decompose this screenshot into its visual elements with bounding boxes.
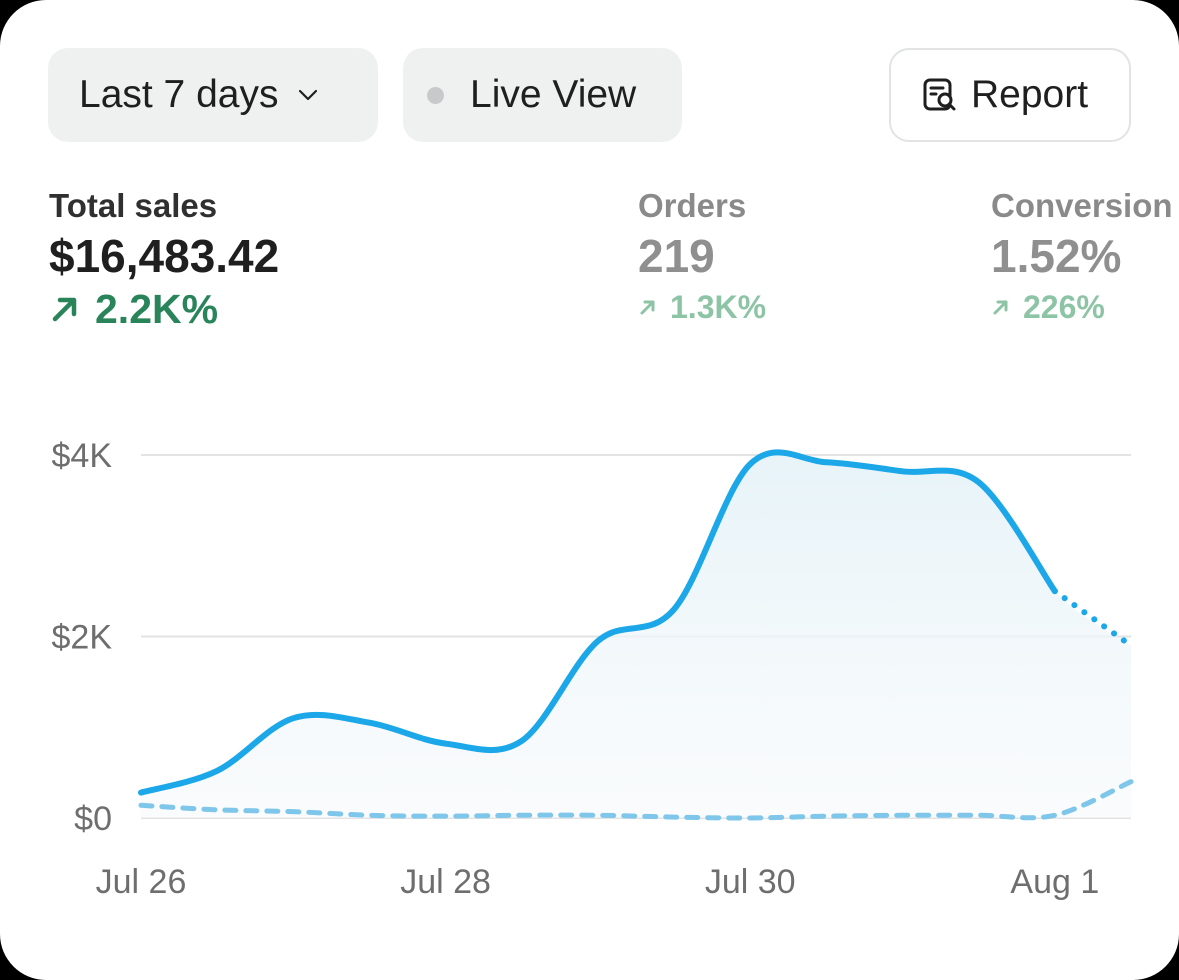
status-dot-icon	[427, 86, 444, 104]
comparison-series-point[interactable]	[900, 812, 906, 818]
comparison-series-point[interactable]	[366, 812, 372, 818]
current-series-point[interactable]	[671, 606, 677, 612]
current-series-point[interactable]	[976, 479, 982, 485]
comparison-series-point[interactable]	[214, 807, 220, 813]
arrow-up-right-icon	[993, 300, 1008, 315]
sales-chart-svg: $0 $2K $4K Jul 26 Jul 28 Jul 30 Aug 1	[52, 437, 1134, 901]
x-tick-label: Aug 1	[1010, 863, 1099, 901]
comparison-series-point[interactable]	[823, 813, 829, 819]
sales-chart[interactable]: $0 $2K $4K Jul 26 Jul 28 Jul 30 Aug 1	[0, 400, 1179, 920]
metric-label: Total sales	[49, 187, 218, 224]
live-view-label: Live View	[470, 73, 637, 116]
date-range-label: Last 7 days	[79, 73, 279, 116]
live-view-button[interactable]: Live View	[403, 48, 682, 142]
current-series-point[interactable]	[900, 468, 906, 474]
metric-total-sales[interactable]: Total sales $16,483.42 2.2K%	[49, 186, 279, 334]
x-tick-label: Jul 26	[96, 863, 187, 901]
comparison-series-point[interactable]	[671, 814, 677, 820]
metric-delta: 226%	[991, 284, 1173, 330]
metric-value: $16,483.42	[49, 230, 280, 282]
current-series-point[interactable]	[1128, 643, 1134, 649]
current-series-point[interactable]	[595, 638, 601, 644]
chevron-down-icon	[299, 89, 318, 101]
current-series-point[interactable]	[1052, 588, 1058, 594]
current-series-line	[138, 449, 1058, 796]
comparison-series-point[interactable]	[976, 812, 982, 818]
current-series-point[interactable]	[214, 768, 220, 774]
y-tick-label: $4K	[52, 437, 113, 475]
arrow-up-right-icon	[640, 300, 655, 315]
metric-value: 1.52%	[991, 230, 1122, 282]
current-series-point[interactable]	[443, 741, 449, 747]
comparison-series-point[interactable]	[443, 813, 449, 819]
current-series-projection-line	[1051, 588, 1134, 649]
current-series-point[interactable]	[138, 790, 144, 796]
current-series-point[interactable]	[823, 459, 829, 465]
metric-delta: 2.2K%	[49, 284, 279, 334]
current-series-point[interactable]	[290, 715, 296, 721]
metric-delta-value: 1.3K%	[670, 289, 767, 325]
x-tick-label: Jul 30	[705, 863, 796, 901]
date-range-selector[interactable]: Last 7 days	[48, 48, 378, 142]
metric-delta-value: 2.2K%	[95, 286, 219, 332]
current-series-point[interactable]	[519, 738, 525, 744]
arrow-up-right-icon	[52, 297, 77, 322]
metric-delta-value: 226%	[1023, 289, 1105, 325]
comparison-series-point[interactable]	[290, 809, 296, 815]
metric-label: Conversion	[991, 187, 1173, 224]
comparison-series-point[interactable]	[1128, 779, 1134, 785]
comparison-series-point[interactable]	[747, 815, 753, 821]
metric-label: Orders	[638, 187, 747, 224]
comparison-series-point[interactable]	[1052, 812, 1058, 818]
report-search-icon	[923, 78, 956, 111]
x-tick-label: Jul 28	[400, 863, 491, 901]
metric-conversion[interactable]: Conversion 1.52% 226%	[991, 186, 1173, 330]
report-button[interactable]: Report	[889, 48, 1131, 142]
comparison-series-line	[138, 779, 1134, 821]
report-label: Report	[971, 73, 1089, 116]
current-series-point[interactable]	[366, 720, 372, 726]
comparison-series-point[interactable]	[595, 812, 601, 818]
comparison-series-point[interactable]	[519, 812, 525, 818]
metric-value: 219	[638, 230, 715, 282]
metric-orders[interactable]: Orders 219 1.3K%	[638, 186, 766, 330]
comparison-series-point[interactable]	[138, 802, 144, 808]
y-tick-label: $2K	[52, 619, 113, 657]
y-tick-label: $0	[74, 800, 112, 838]
metric-delta: 1.3K%	[638, 284, 766, 330]
sales-area-fill	[141, 452, 1131, 818]
current-series-point[interactable]	[747, 461, 753, 467]
